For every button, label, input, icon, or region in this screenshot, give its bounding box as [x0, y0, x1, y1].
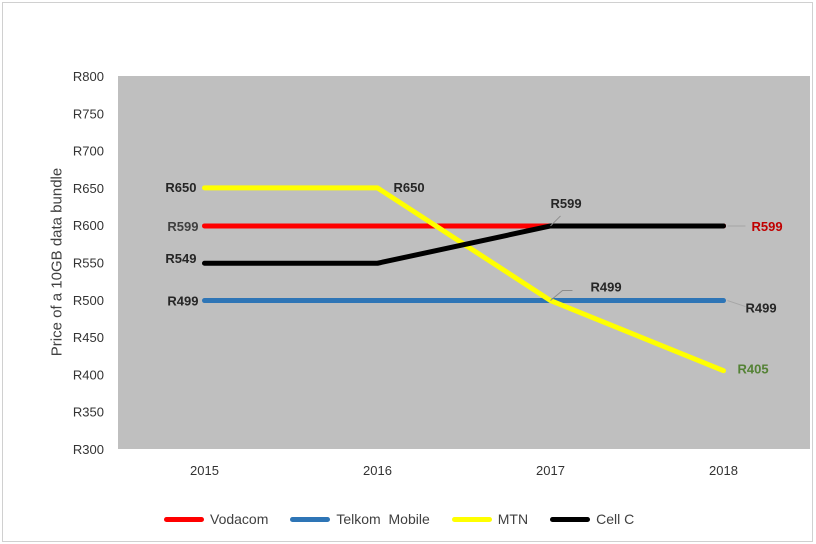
legend-item: Telkom Mobile: [290, 511, 430, 527]
legend-label: Telkom Mobile: [336, 511, 430, 527]
data-label: R405: [738, 362, 769, 377]
legend-label: MTN: [497, 511, 529, 527]
y-tick-label: R450: [73, 330, 104, 345]
data-label: R599: [752, 219, 783, 234]
legend-item: Cell C: [550, 511, 634, 527]
leader-line: [550, 215, 561, 227]
data-label: R599: [551, 196, 582, 211]
y-tick-label: R550: [73, 256, 104, 271]
legend-item: Vodacom: [164, 511, 268, 527]
data-label: R549: [165, 251, 196, 266]
y-tick-label: R700: [73, 144, 104, 159]
legend: Vodacom Telkom Mobile MTN Cell C: [164, 511, 656, 527]
data-label: R650: [394, 180, 425, 195]
legend-label: Vodacom: [210, 511, 269, 527]
y-tick-label: R350: [73, 405, 104, 420]
x-tick-label: 2016: [363, 463, 392, 478]
y-tick-label: R400: [73, 367, 104, 382]
data-label: R599: [167, 219, 198, 234]
legend-swatch: [451, 516, 492, 522]
x-tick-label: 2017: [536, 463, 565, 478]
legend-item: MTN: [451, 511, 529, 527]
y-tick-label: R800: [73, 69, 104, 84]
y-tick-label: R500: [73, 293, 104, 308]
series-line-cell-c: [202, 223, 726, 266]
leader-line: [550, 290, 573, 301]
legend-label: Cell C: [596, 511, 635, 527]
legend-swatch: [164, 516, 204, 522]
data-label: R499: [591, 280, 622, 295]
x-tick-label: 2018: [709, 463, 738, 478]
y-tick-label: R600: [73, 218, 104, 233]
legend-swatch: [290, 516, 331, 522]
y-tick-label: R750: [73, 106, 104, 121]
data-label: R499: [746, 301, 777, 316]
x-tick-label: 2015: [190, 463, 219, 478]
data-label: R499: [167, 294, 198, 309]
data-label: R650: [165, 180, 196, 195]
leader-line: [727, 300, 746, 308]
y-axis-title: Price of a 10GB data bundle: [48, 167, 66, 357]
y-tick-label: R650: [73, 181, 104, 196]
y-tick-label: R300: [73, 442, 104, 457]
legend-swatch: [550, 516, 591, 522]
